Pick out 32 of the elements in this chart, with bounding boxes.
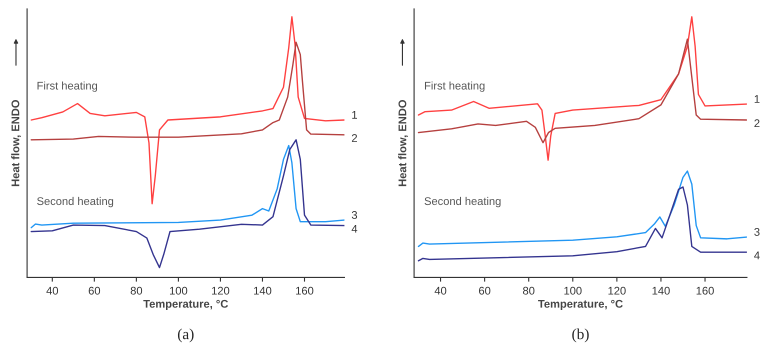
x-tick-label: 160 [696, 286, 714, 295]
series-label: 2 [352, 134, 357, 142]
x-tick-label: 140 [652, 286, 670, 295]
text: (a) [178, 328, 194, 342]
series-label: 4 [754, 252, 760, 260]
series-label: 1 [352, 111, 358, 119]
series-label: 3 [754, 228, 760, 236]
x-tick-label: 100 [564, 286, 582, 295]
x-tick-label: 140 [254, 286, 272, 295]
x-tick-label: 120 [212, 286, 230, 295]
x-tick-label: 40 [46, 286, 58, 295]
text: (b) [572, 328, 589, 342]
series-label: 2 [754, 119, 760, 128]
x-tick-label: 80 [130, 286, 142, 295]
x-tick-label: 40 [434, 286, 446, 295]
annotation: Second heating [37, 196, 114, 208]
x-axis-title: Temperature, °C [538, 300, 623, 310]
x-tick-label: 160 [296, 286, 314, 295]
annotation: First heating [424, 81, 484, 92]
x-axis-title: Temperature, °C [143, 300, 228, 310]
series-label: 3 [352, 211, 358, 219]
y-axis-title: Heat flow, ENDO [11, 100, 21, 186]
y-axis-title: Heat flow, ENDO [398, 100, 408, 186]
x-tick-label: 60 [479, 286, 490, 295]
x-tick-label: 100 [170, 286, 188, 295]
x-tick-label: 60 [88, 286, 100, 295]
series-label: 1 [754, 95, 760, 103]
annotation: Second heating [424, 196, 501, 208]
x-tick-label: 120 [608, 286, 626, 295]
annotation: First heating [38, 81, 98, 92]
x-tick-label: 80 [523, 286, 534, 295]
series-label: 4 [352, 224, 358, 233]
